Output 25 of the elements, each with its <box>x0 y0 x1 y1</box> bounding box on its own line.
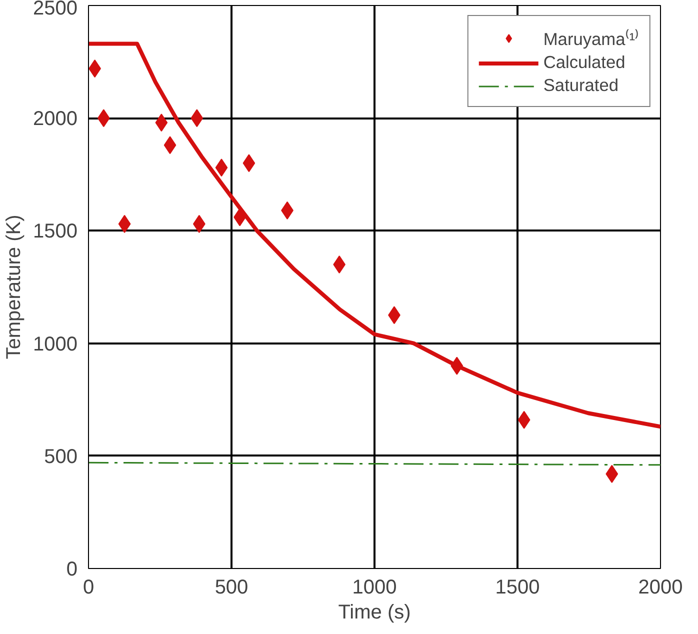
x-tick-label: 1500 <box>495 576 540 598</box>
y-tick-label: 1500 <box>33 220 78 243</box>
y-tick-label: 500 <box>44 446 78 468</box>
y-tick-label: 0 <box>66 558 78 580</box>
point <box>155 114 168 132</box>
x-tick-label: 1000 <box>352 576 397 598</box>
point <box>606 464 618 483</box>
point <box>242 154 256 172</box>
y-tick-label: 1000 <box>33 333 78 356</box>
legend-label: Calculated <box>543 52 626 73</box>
x-axis-title: Time (s) <box>338 602 411 624</box>
x-tick-label: 0 <box>82 576 94 598</box>
legend-label: Saturated <box>543 75 619 96</box>
x-tick-label: 500 <box>214 576 248 598</box>
point <box>118 214 131 233</box>
point <box>215 158 228 177</box>
point <box>518 410 530 429</box>
x-tick-label: 2000 <box>638 576 683 598</box>
y-tick-label: 2500 <box>33 0 78 20</box>
legend-label: Maruyama⁽¹⁾ <box>543 28 639 50</box>
point <box>190 109 204 128</box>
point <box>97 109 110 128</box>
point <box>164 136 176 154</box>
y-axis-title: Temperature (K) <box>3 214 26 360</box>
y-tick-label: 2000 <box>33 108 78 130</box>
